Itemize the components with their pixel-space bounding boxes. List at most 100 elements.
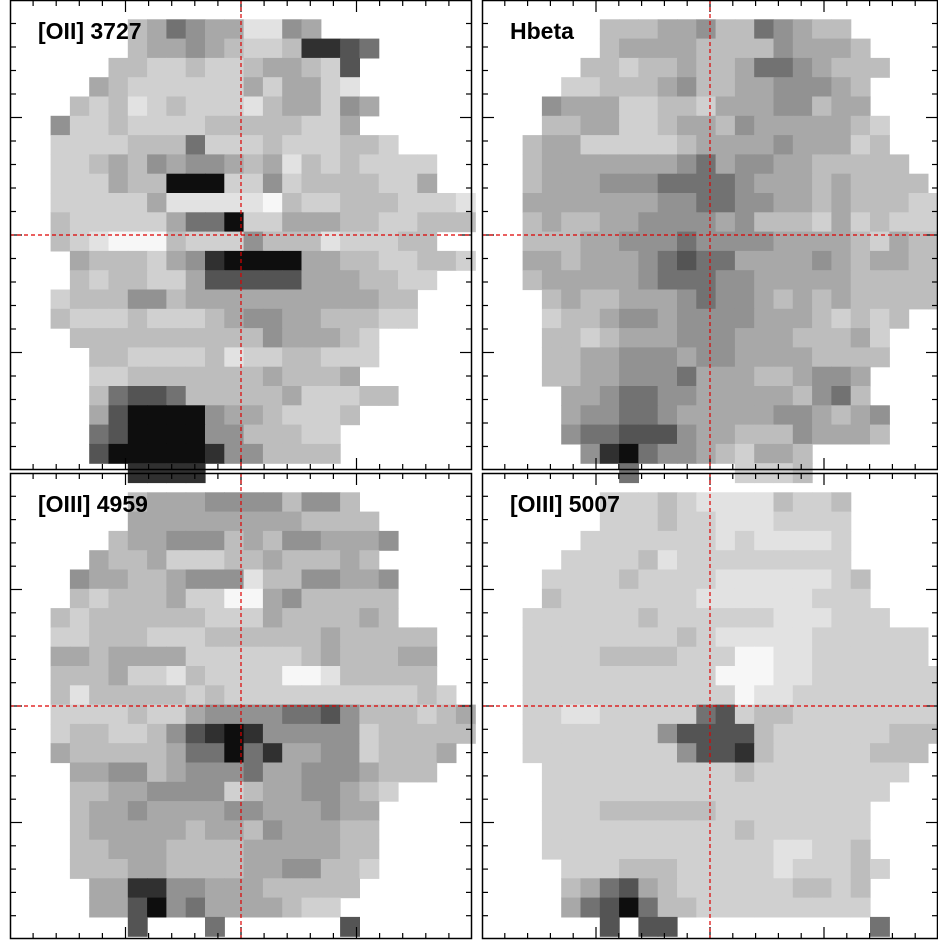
map-pixel: [541, 666, 562, 686]
map-pixel: [677, 250, 697, 271]
map-pixel: [340, 289, 360, 310]
map-pixel: [619, 57, 639, 78]
map-pixel: [282, 627, 303, 648]
map-pixel: [734, 193, 755, 213]
map-pixel: [754, 57, 775, 78]
map-pixel: [850, 878, 871, 899]
map-pixel: [580, 154, 601, 175]
map-pixel: [677, 115, 697, 136]
map-pixel: [262, 96, 283, 117]
map-pixel: [166, 820, 187, 841]
map-pixel: [541, 328, 562, 348]
map-pixel: [850, 897, 871, 918]
map-pixel: [224, 173, 245, 194]
map-pixel: [262, 588, 283, 609]
map-pixel: [89, 723, 110, 744]
map-pixel: [147, 270, 167, 291]
map-pixel: [734, 723, 755, 744]
map-pixel: [677, 308, 697, 329]
map-pixel: [696, 820, 717, 841]
map-pixel: [147, 96, 167, 117]
map-pixel: [108, 424, 129, 445]
map-pixel: [108, 801, 129, 821]
map-pixel: [282, 897, 303, 918]
map-pixel: [619, 492, 639, 513]
map-pixel: [166, 781, 187, 802]
map-pixel: [792, 569, 813, 590]
panel-label: [OIII] 4959: [38, 491, 148, 517]
map-pixel: [262, 443, 283, 464]
map-pixel: [638, 916, 659, 937]
map-pixel: [619, 193, 639, 213]
map-pixel: [792, 820, 813, 841]
map-pixel: [282, 530, 303, 551]
map-pixel: [773, 492, 794, 513]
map-pixel: [792, 193, 813, 213]
map-pixel: [677, 627, 697, 648]
map-pixel: [792, 424, 813, 445]
map-pixel: [359, 96, 380, 117]
map-pixel: [205, 405, 225, 426]
map-pixel: [831, 859, 852, 879]
map-pixel: [657, 666, 678, 686]
map-pixel: [147, 231, 167, 252]
map-pixel: [340, 38, 360, 59]
map-pixel: [205, 569, 225, 590]
map-pixel: [205, 347, 225, 368]
map-pixel: [734, 704, 755, 725]
map-pixel: [715, 801, 736, 821]
map-pixel: [436, 743, 457, 764]
map-pixel: [89, 250, 110, 271]
map-pixel: [340, 57, 360, 78]
map-pixel: [282, 193, 303, 213]
map-pixel: [398, 193, 418, 213]
map-pixel: [417, 723, 438, 744]
map-pixel: [243, 646, 264, 667]
map-pixel: [166, 878, 187, 899]
map-pixel: [773, 569, 794, 590]
map-pixel: [696, 646, 717, 667]
map-pixel: [185, 231, 206, 252]
map-pixel: [205, 916, 225, 937]
map-pixel: [127, 550, 148, 571]
map-pixel: [696, 386, 717, 406]
map-pixel: [147, 193, 167, 213]
map-pixel: [870, 859, 890, 879]
map-pixel: [359, 212, 380, 233]
map-pixel: [638, 250, 659, 271]
map-pixel: [657, 492, 678, 513]
map-pixel: [773, 212, 794, 233]
map-pixel: [127, 77, 148, 98]
map-pixel: [773, 57, 794, 78]
map-pixel: [657, 820, 678, 841]
map-pixel: [185, 859, 206, 879]
map-pixel: [378, 530, 399, 551]
map-pixel: [69, 743, 90, 764]
map-pixel: [773, 19, 794, 40]
map-pixel: [715, 386, 736, 406]
map-pixel: [831, 289, 852, 310]
map-pixel: [754, 250, 775, 271]
map-pixel: [734, 666, 755, 686]
map-pixel: [715, 878, 736, 899]
map-pixel: [224, 424, 245, 445]
map-pixel: [50, 289, 71, 310]
map-pixel: [301, 347, 322, 368]
map-pixel: [812, 250, 832, 271]
map-pixel: [580, 569, 601, 590]
map-pixel: [320, 781, 341, 802]
map-pixel: [69, 666, 90, 686]
map-pixel: [359, 723, 380, 744]
map-pixel: [359, 530, 380, 551]
map-pixel: [715, 57, 736, 78]
map-pixel: [301, 173, 322, 194]
map-pixel: [89, 115, 110, 136]
map-pixel: [696, 38, 717, 59]
map-pixel: [831, 154, 852, 175]
map-pixel: [282, 366, 303, 387]
map-pixel: [580, 193, 601, 213]
map-pixel: [262, 839, 283, 860]
map-pixel: [734, 289, 755, 310]
map-pixel: [417, 685, 438, 706]
map-pixel: [108, 723, 129, 744]
